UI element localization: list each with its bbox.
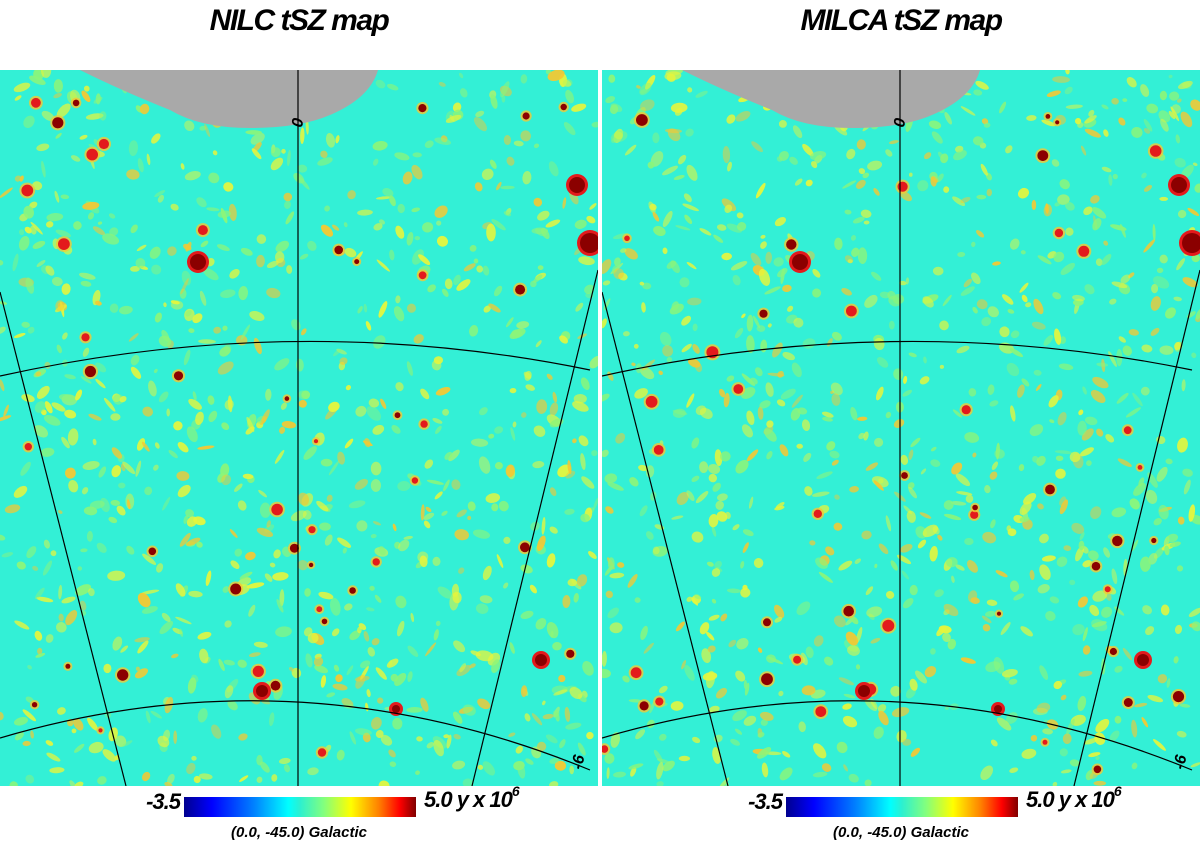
parallel-line xyxy=(0,340,591,377)
meridian-line xyxy=(1073,269,1200,786)
colorbar: -3.5 5.0 y x 106 xyxy=(0,783,598,821)
tsz-map-image: 0 -6 xyxy=(0,70,598,786)
colorbar-exponent: 6 xyxy=(1113,783,1122,799)
parallel-line xyxy=(0,700,591,771)
colorbar-min-label: -3.5 xyxy=(146,789,181,814)
meridian-line xyxy=(0,291,127,786)
colorbar-exponent: 6 xyxy=(511,783,520,799)
coords-label: (0.0, -45.0) Galactic xyxy=(231,824,367,841)
map-speckle xyxy=(602,70,1200,786)
graticule xyxy=(0,70,598,786)
colorbar-min-label: -3.5 xyxy=(748,789,783,814)
meridian-line xyxy=(602,291,729,786)
masked-region xyxy=(80,70,378,128)
colorbar-max-label: 5.0 y x 106 xyxy=(1026,783,1122,813)
meridian-line xyxy=(471,269,598,786)
map-canvas: 0 -6 xyxy=(602,70,1200,786)
map-sources xyxy=(602,111,1200,776)
panel-milca: MILCA tSZ map 0 -6 -3.5 5.0 y x 106 (0.0,… xyxy=(602,0,1200,842)
panel-title: NILC tSZ map xyxy=(209,4,390,37)
grid-label-corner: -6 xyxy=(569,754,588,771)
colorbar-gradient xyxy=(184,797,416,817)
colorbar-gradient xyxy=(786,797,1018,817)
map-speckle xyxy=(0,70,598,786)
colorbar-max-text: 5.0 y x 10 xyxy=(1026,787,1115,812)
panel-title: MILCA tSZ map xyxy=(800,4,1003,37)
coords-label: (0.0, -45.0) Galactic xyxy=(833,824,969,841)
parallel-line xyxy=(602,340,1193,377)
tsz-map-image: 0 -6 xyxy=(602,70,1200,786)
grid-label-corner: -6 xyxy=(1171,754,1190,771)
grid-label-0: 0 xyxy=(289,117,307,129)
colorbar-max-text: 5.0 y x 10 xyxy=(424,787,513,812)
masked-region xyxy=(682,70,980,128)
grid-label-0: 0 xyxy=(891,117,909,129)
colorbar: -3.5 5.0 y x 106 xyxy=(602,783,1200,821)
colorbar-max-label: 5.0 y x 106 xyxy=(424,783,520,813)
map-canvas: 0 -6 xyxy=(0,70,598,786)
parallel-line xyxy=(602,700,1193,771)
panel-nilc: NILC tSZ map 0 -6 -3.5 5.0 y x 106 (0.0, … xyxy=(0,0,598,842)
graticule xyxy=(602,70,1200,786)
